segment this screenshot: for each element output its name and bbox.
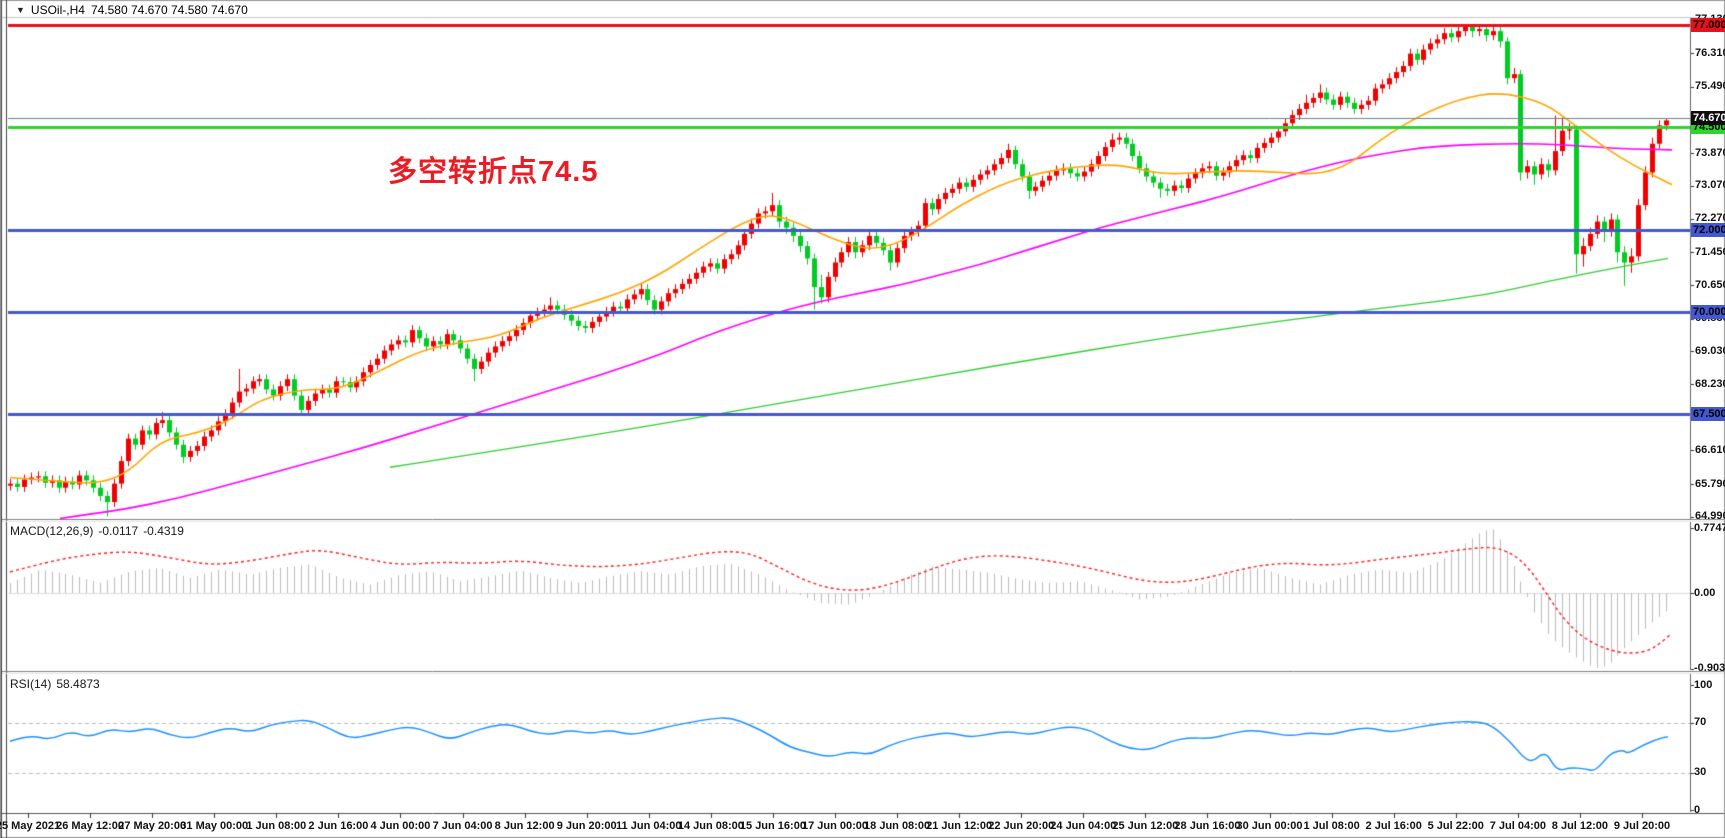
price-tick-label: 76.310: [1695, 46, 1725, 59]
time-tick-label: 26 May 12:00: [56, 820, 125, 832]
price-tick-label: 75.490: [1695, 80, 1725, 93]
time-tick-label: 22 Jun 20:00: [988, 820, 1055, 832]
macd-tick-label: 0.7747: [1694, 521, 1725, 534]
macd-main-value: -0.0117: [98, 524, 139, 538]
macd-label: MACD(12,26,9) -0.0117 -0.4319: [10, 524, 189, 538]
time-tick-label: 7 Jun 04:00: [432, 820, 493, 832]
time-tick-label: 2 Jul 16:00: [1365, 820, 1422, 832]
time-tick-label: 18 Jun 08:00: [864, 820, 931, 832]
time-tick-label: 1 Jul 08:00: [1303, 820, 1360, 832]
time-tick-label: 14 Jun 08:00: [677, 820, 744, 832]
time-tick-label: 17 Jun 00:00: [801, 820, 869, 832]
time-tick-label: 8 Jun 12:00: [494, 820, 555, 832]
rsi-tick-label: 100: [1694, 678, 1713, 691]
price-tick-label: 65.790: [1695, 477, 1725, 490]
time-tick-label: 1 Jun 08:00: [246, 820, 307, 832]
time-tick-label: 2 Jun 16:00: [308, 820, 369, 832]
price-tick-label: 71.450: [1695, 245, 1725, 258]
time-tick-label: 31 May 00:00: [180, 820, 249, 832]
symbol-bar[interactable]: ▼ USOil-,H4 74.580 74.670 74.580 74.670: [16, 3, 248, 17]
price-tick-label: 66.610: [1695, 443, 1725, 456]
price-tick-label: 69.030: [1695, 344, 1725, 357]
time-tick-label: 7 Jul 04:00: [1489, 820, 1546, 832]
price-tick-label: 68.230: [1695, 377, 1725, 390]
time-tick-label: 24 Jun 04:00: [1050, 820, 1117, 832]
time-tick-label: 15 Jun 16:00: [739, 820, 806, 832]
price-tick-label: 72.270: [1695, 212, 1725, 225]
symbol-name: USOil-,H4: [30, 3, 85, 17]
time-tick-label: 11 Jun 04:00: [616, 820, 682, 832]
time-tick-label: 5 Jul 22:00: [1427, 820, 1484, 832]
level-price-label: 77.000: [1691, 18, 1725, 32]
time-tick-label: 21 Jun 12:00: [926, 820, 993, 832]
level-price-label: 70.000: [1691, 304, 1725, 319]
rsi-value: 58.4873: [56, 677, 100, 691]
macd-signal-value: -0.4319: [143, 524, 184, 538]
rsi-label: RSI(14) 58.4873: [10, 677, 105, 691]
rsi-indicator-name: RSI(14): [10, 677, 52, 691]
time-tick-label: 9 Jul 20:00: [1613, 820, 1671, 832]
rsi-tick-label: 0: [1694, 803, 1701, 816]
price-tick-label: 73.070: [1695, 179, 1725, 192]
level-price-label: 67.500: [1691, 407, 1725, 422]
macd-tick-label: -0.9034: [1694, 662, 1725, 675]
time-tick-label: 4 Jun 00:00: [370, 820, 431, 832]
macd-tick-label: 0.00: [1694, 586, 1716, 599]
current-price-label: 74.670: [1691, 111, 1725, 126]
time-tick-label: 8 Jul 12:00: [1551, 820, 1609, 832]
annotation-text[interactable]: 多空转折点74.5: [388, 156, 599, 188]
time-tick-label: 25 May 2021: [0, 820, 61, 832]
price-tick-label: 73.870: [1695, 146, 1725, 159]
time-tick-label: 27 May 20:00: [118, 820, 187, 832]
time-tick-label: 30 Jun 00:00: [1236, 820, 1303, 832]
symbol-dropdown-icon[interactable]: ▼: [16, 5, 25, 15]
rsi-tick-label: 70: [1694, 716, 1707, 728]
time-tick-label: 9 Jun 20:00: [556, 820, 617, 832]
time-tick-label: 25 Jun 12:00: [1112, 820, 1179, 832]
macd-indicator-name: MACD(12,26,9): [10, 524, 94, 538]
level-price-label: 72.000: [1691, 222, 1725, 237]
time-tick-label: 28 Jun 16:00: [1174, 820, 1241, 832]
price-tick-label: 70.650: [1695, 278, 1725, 291]
rsi-tick-label: 30: [1694, 766, 1707, 778]
price-tick-label: 64.990: [1695, 510, 1725, 523]
symbol-ohlc-values: 74.580 74.670 74.580 74.670: [90, 3, 248, 17]
